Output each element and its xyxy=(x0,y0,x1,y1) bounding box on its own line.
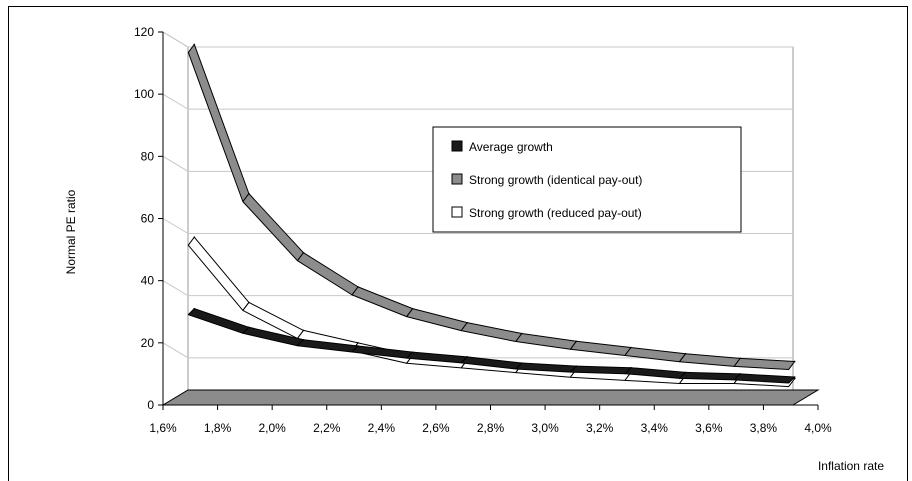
data-point xyxy=(739,373,741,375)
data-point xyxy=(302,338,305,341)
data-point xyxy=(193,307,196,310)
y-tick-label: 0 xyxy=(147,398,154,412)
floor-plane xyxy=(161,389,820,406)
data-point xyxy=(248,326,250,329)
gridline xyxy=(162,31,793,48)
series-segment xyxy=(679,371,741,381)
data-point xyxy=(411,351,414,353)
y-tick-label: 100 xyxy=(134,87,154,101)
legend-label-strong-growth-reduced: Strong growth (reduced pay-out) xyxy=(469,206,642,220)
x-axis-title: Inflation rate xyxy=(818,459,884,473)
x-tick-label: 3,6% xyxy=(695,421,723,435)
legend-swatch-average-growth xyxy=(451,140,463,152)
data-point xyxy=(193,236,196,238)
y-tick-label: 20 xyxy=(141,336,155,350)
data-point xyxy=(302,251,305,254)
y-tick-label: 80 xyxy=(141,149,155,163)
x-tick-label: 3,4% xyxy=(641,421,669,435)
series-segment xyxy=(733,373,796,384)
legend-swatch-strong-growth-identical xyxy=(451,173,463,185)
data-point xyxy=(684,371,687,374)
x-tick-label: 2,8% xyxy=(477,421,505,435)
data-point xyxy=(630,346,632,349)
data-point xyxy=(520,362,523,364)
y-tick-label: 60 xyxy=(141,212,155,226)
x-tick-label: 3,2% xyxy=(586,421,614,435)
data-point xyxy=(357,286,359,288)
series-segment xyxy=(733,357,796,370)
data-point xyxy=(575,365,578,367)
series-strong-growth-identical-pay-out xyxy=(187,43,796,370)
legend-label-average-growth: Average growth xyxy=(469,140,553,154)
x-tick-label: 4,0% xyxy=(804,421,832,435)
data-point xyxy=(193,43,196,46)
gridline xyxy=(162,218,793,234)
legend: Average growth Strong growth (identical … xyxy=(432,126,742,233)
x-tick-label: 2,0% xyxy=(258,421,286,435)
data-point xyxy=(357,342,359,344)
data-point xyxy=(739,357,741,360)
x-tick-label: 3,8% xyxy=(750,421,778,435)
data-point xyxy=(357,345,359,347)
data-point xyxy=(248,301,250,304)
gridline xyxy=(162,280,793,297)
series-average-growth xyxy=(187,307,796,384)
legend-box xyxy=(432,126,742,233)
y-tick-label: 120 xyxy=(134,25,154,39)
chart-frame xyxy=(8,6,908,481)
data-point xyxy=(520,332,523,335)
series-segment xyxy=(569,365,632,375)
data-point xyxy=(684,352,687,355)
gridlines xyxy=(162,31,793,359)
x-tick-label: 2,6% xyxy=(422,421,450,435)
data-point xyxy=(793,377,796,380)
plot-floor xyxy=(161,389,820,406)
side-wall xyxy=(162,31,189,406)
x-tick-label: 2,2% xyxy=(313,421,341,435)
y-axis-ticks: 0 20 40 60 80 100 120 xyxy=(134,25,163,412)
gridline xyxy=(162,93,793,110)
x-tick-label: 3,0% xyxy=(531,421,559,435)
x-tick-label: 1,8% xyxy=(204,421,232,435)
legend-swatch-strong-growth-reduced xyxy=(451,206,463,218)
data-point xyxy=(411,307,414,310)
data-point xyxy=(575,340,578,343)
y-axis-title: Normal PE ratio xyxy=(64,189,78,274)
x-axis-ticks: 1,6% 1,8% 2,0% 2,2% 2,4% 2,6% 2,8% 3,0% 3,2% 3,4%… xyxy=(149,405,832,435)
data-point xyxy=(793,376,796,378)
data-point xyxy=(793,360,796,363)
data-point xyxy=(466,321,469,324)
data-point xyxy=(302,329,305,332)
legend-label-strong-growth-identical: Strong growth (identical pay-out) xyxy=(469,173,642,187)
data-point xyxy=(248,192,250,195)
x-tick-label: 1,6% xyxy=(149,421,177,435)
x-tick-label: 2,4% xyxy=(368,421,396,435)
y-tick-label: 40 xyxy=(141,274,155,288)
series-layer xyxy=(187,43,796,388)
gridline xyxy=(162,342,793,359)
data-point xyxy=(630,366,632,369)
data-point xyxy=(466,356,469,358)
